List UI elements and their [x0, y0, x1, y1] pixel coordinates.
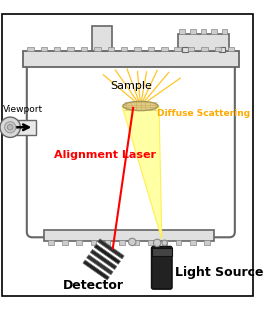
Bar: [121, 47, 128, 51]
Polygon shape: [87, 255, 113, 275]
Polygon shape: [122, 106, 162, 239]
Bar: [23, 51, 238, 67]
Text: Sample: Sample: [110, 81, 152, 91]
Text: Viewport: Viewport: [3, 105, 43, 114]
Bar: [76, 240, 82, 245]
Bar: [219, 47, 225, 52]
Bar: [147, 240, 153, 245]
Circle shape: [0, 117, 20, 137]
Polygon shape: [83, 260, 109, 280]
Bar: [211, 29, 217, 34]
Bar: [162, 240, 167, 245]
Bar: [91, 240, 96, 245]
Bar: [41, 47, 47, 51]
Bar: [108, 47, 114, 51]
Bar: [92, 25, 112, 51]
Polygon shape: [98, 239, 124, 259]
FancyBboxPatch shape: [152, 246, 172, 289]
Bar: [27, 47, 34, 51]
Bar: [174, 47, 181, 51]
Text: Detector: Detector: [63, 279, 124, 292]
Bar: [94, 47, 101, 51]
Bar: [201, 47, 208, 51]
Bar: [176, 240, 181, 245]
Bar: [214, 47, 221, 51]
Bar: [62, 240, 68, 245]
Circle shape: [129, 238, 136, 246]
Bar: [179, 29, 185, 34]
Circle shape: [153, 239, 161, 246]
Bar: [222, 29, 227, 34]
Circle shape: [7, 125, 13, 130]
Bar: [228, 47, 234, 51]
FancyBboxPatch shape: [27, 60, 235, 237]
Bar: [148, 47, 154, 51]
Text: Light Source: Light Source: [175, 266, 263, 279]
Ellipse shape: [123, 101, 158, 111]
Bar: [119, 240, 125, 245]
Polygon shape: [90, 250, 117, 269]
Bar: [177, 34, 229, 51]
Bar: [204, 240, 210, 245]
Bar: [67, 47, 74, 51]
Bar: [54, 47, 60, 51]
Bar: [48, 240, 54, 245]
Bar: [134, 47, 141, 51]
Text: Diffuse Scattering: Diffuse Scattering: [156, 109, 250, 118]
Bar: [161, 47, 168, 51]
Circle shape: [162, 240, 167, 246]
Bar: [190, 240, 196, 245]
Bar: [182, 47, 188, 52]
Bar: [201, 29, 206, 34]
Text: Alignment Laser: Alignment Laser: [54, 150, 156, 160]
Bar: [6, 120, 36, 135]
Bar: [133, 240, 139, 245]
Circle shape: [5, 122, 16, 133]
Bar: [44, 230, 214, 241]
Bar: [152, 248, 172, 256]
Bar: [105, 240, 110, 245]
Bar: [188, 47, 194, 51]
Bar: [81, 47, 87, 51]
Polygon shape: [94, 244, 120, 264]
Bar: [190, 29, 195, 34]
